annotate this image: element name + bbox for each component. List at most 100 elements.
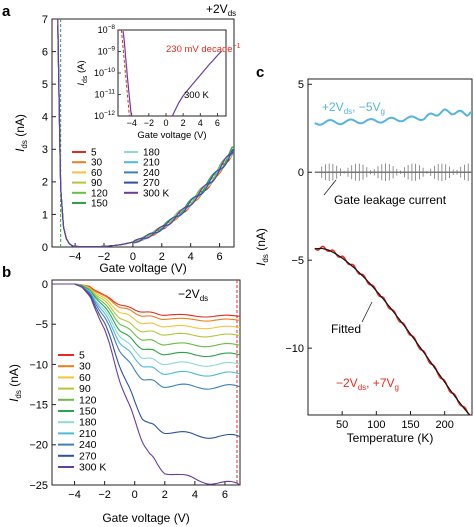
panel-a-x-tick-label: 4 — [188, 251, 194, 263]
panel-c-x-tick-label: 100 — [367, 419, 385, 431]
panel-a-annotation: +2Vds — [206, 2, 236, 18]
inset-y-tick-label: 10−12 — [94, 110, 115, 121]
panel-c-series-0 — [314, 108, 472, 126]
panel-b-x-tick-label: 4 — [192, 489, 198, 501]
panel-b-y-tick-label: −20 — [29, 440, 48, 452]
panel-b-x-tick-label: 0 — [132, 489, 138, 501]
legend-a-label: 270 — [143, 178, 160, 189]
panel-letter-b: b — [2, 264, 11, 281]
panel-a-y-tick-label: 3 — [42, 144, 48, 156]
inset-frame — [117, 29, 227, 117]
inset-x-tick-label: −4 — [127, 118, 137, 128]
panel-b-xlabel: Gate voltage (V) — [102, 511, 189, 525]
panel-b-y-tick-label: −25 — [29, 480, 48, 492]
panel-a-ylabel: Ids (nA) — [13, 114, 29, 152]
legend-b-label: 180 — [79, 417, 97, 429]
inset-series-300K — [122, 31, 223, 116]
panel-b-x-tick-label: −2 — [98, 489, 111, 501]
panel-c-bottom-label: −2Vds, +7Vg — [336, 376, 399, 392]
legend-b-label: 210 — [79, 428, 97, 440]
panel-b-series-270 — [52, 283, 240, 439]
panel-a-x-tick-label: −4 — [69, 251, 82, 263]
inset-y-tick-label: 10−10 — [94, 67, 115, 78]
legend-b-label: 90 — [79, 383, 91, 395]
panel-a-y-tick-label: 5 — [42, 79, 48, 91]
panel-a-inset: −4 −2 0 2 4 6 10−12 10−11 10−10 10−9 10−8 230 mV … — [76, 24, 241, 141]
inset-x-tick-label: −2 — [144, 118, 154, 128]
panel-a: a +2Vds −4 −2 0 2 4 6 0 1 2 3 4 5 6 7 Gate voltage (… — [2, 2, 241, 275]
panel-letter-a: a — [2, 3, 11, 20]
legend-a-label: 240 — [143, 168, 160, 179]
panel-b-x-tick-label: 6 — [222, 489, 228, 501]
inset-x-tick-label: 2 — [181, 118, 186, 128]
legend-b-label: 5 — [79, 350, 85, 362]
legend-b-label: 60 — [79, 372, 91, 384]
panel-b-series-300K — [52, 283, 240, 485]
panel-b-series-210 — [52, 283, 240, 377]
legend-a-label: 60 — [91, 168, 103, 179]
inset-y-tick-label: 10−9 — [98, 46, 116, 57]
panel-b-series-180 — [52, 283, 240, 367]
panel-a-y-tick-label: 1 — [42, 209, 48, 221]
inset-x-tick-label: 0 — [163, 118, 168, 128]
legend-b-label: 270 — [79, 450, 97, 462]
inset-x-tick-label: 4 — [198, 118, 203, 128]
panel-b-ylabel: Ids (nA) — [7, 364, 23, 402]
panel-c-leakage-label: Gate leakage current — [334, 193, 447, 207]
panel-c-y-tick-label: −5 — [291, 255, 304, 267]
panel-c-series-3 — [314, 247, 471, 415]
legend-a-label: 300 K — [143, 188, 169, 199]
panel-c-x-tick-label: 50 — [336, 419, 348, 431]
legend-a-label: 30 — [91, 158, 103, 169]
inset-fit-line — [120, 30, 130, 116]
panel-a-y-tick-label: 2 — [42, 177, 48, 189]
panel-b-series-120 — [52, 283, 240, 348]
legend-b-label: 120 — [79, 394, 97, 406]
inset-annotation: 230 mV decade−1 — [166, 43, 241, 55]
panel-a-series-300K — [57, 19, 234, 247]
panel-b-annotation: −2Vds — [178, 287, 208, 303]
legend-a-label: 90 — [91, 178, 103, 189]
panel-b: b −4 −2 0 2 4 6 0−5−10−15−20−25 −2Vds Gate vo… — [2, 264, 241, 525]
legend-a-label: 5 — [91, 148, 97, 159]
panel-a-y-tick-label: 4 — [42, 112, 48, 124]
panel-b-series-30 — [52, 283, 240, 322]
panel-c-top-label: +2Vds, −5Vg — [322, 100, 385, 116]
panel-c-x-tick-label: 200 — [435, 419, 453, 431]
panel-a-x-tick-label: 2 — [159, 251, 165, 263]
panel-b-frame — [51, 279, 241, 486]
panel-c-ylabel: Ids (nA) — [254, 228, 270, 266]
inset-temperature-label: 300 K — [184, 90, 209, 101]
panel-b-series-240 — [52, 283, 240, 390]
panel-b-series-60 — [52, 283, 240, 330]
panel-b-x-tick-label: 2 — [162, 489, 168, 501]
panel-c-y-tick-label: 0 — [298, 167, 304, 179]
panel-a-y-tick-label: 7 — [42, 14, 48, 26]
panel-b-series-90 — [52, 283, 240, 338]
legend-a-label: 150 — [91, 199, 108, 210]
panel-a-x-tick-label: −2 — [98, 251, 111, 263]
panel-a-xlabel: Gate voltage (V) — [99, 261, 186, 275]
inset-annotation-sup: −1 — [233, 43, 241, 50]
panel-c-xlabel: Temperature (K) — [347, 431, 434, 445]
panel-b-series-5 — [52, 283, 240, 318]
legend-a-label: 120 — [91, 188, 108, 199]
legend-b-label: 240 — [79, 439, 97, 451]
panel-c-x-tick-label: 150 — [401, 419, 419, 431]
inset-ylabel: Ids (A) — [76, 60, 89, 85]
leakage-pointer-line — [323, 179, 337, 196]
panel-c-frame — [307, 78, 473, 416]
panel-c-y-tick-label: −10 — [285, 343, 304, 355]
legend-b-label: 150 — [79, 406, 97, 418]
legend-b-label: 300 K — [79, 462, 106, 474]
inset-y-tick-label: 10−11 — [94, 89, 115, 100]
panel-b-series-150 — [52, 283, 240, 358]
inset-y-tick-label: 10−8 — [98, 24, 116, 35]
panel-a-frame — [51, 18, 235, 248]
inset-x-tick-label: 6 — [215, 118, 220, 128]
panel-c: c 50 100 150 200 50−5−10 +2Vds, −5Vg Gate l… — [254, 64, 473, 445]
